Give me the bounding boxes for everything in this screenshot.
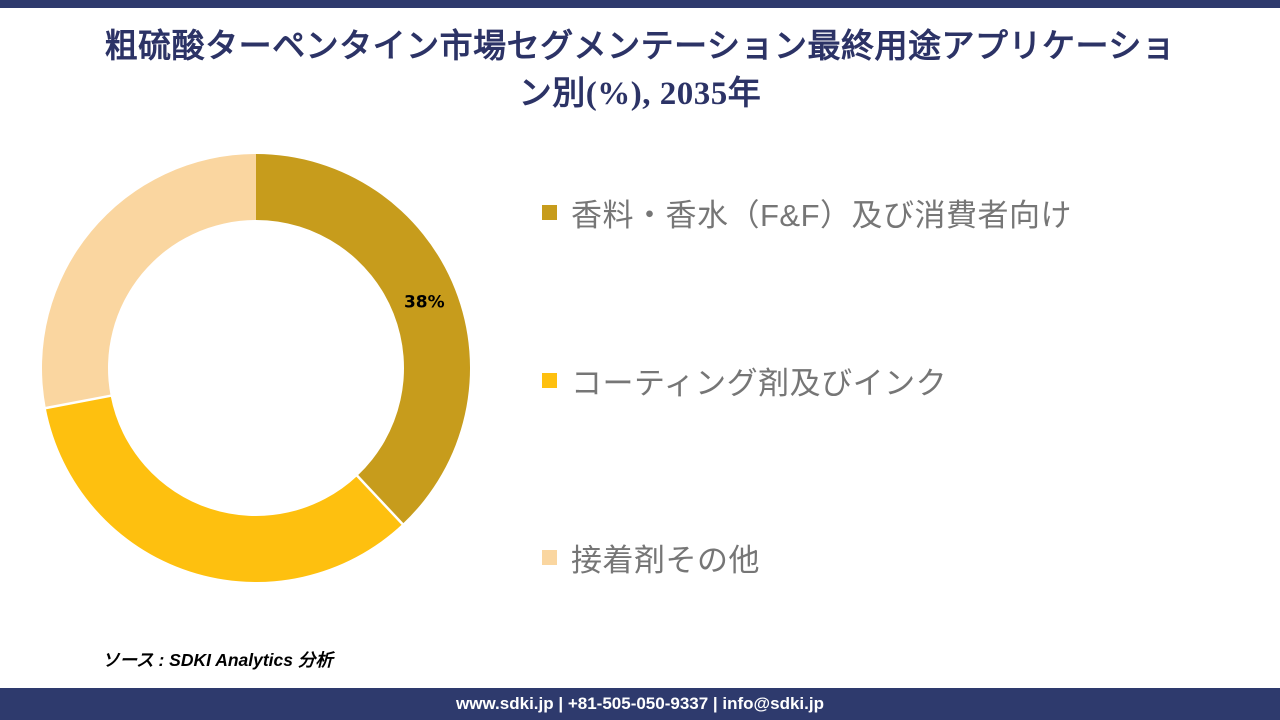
donut-segment (42, 154, 256, 409)
segment-separator (355, 474, 405, 526)
legend-swatch-icon (542, 549, 557, 565)
legend-label: コーティング剤及びインク (571, 365, 948, 401)
chart-title-line1: 粗硫酸ターペンタイン市場セグメンテーション最終用途アプリケーショ (104, 29, 1176, 65)
legend-swatch-icon (542, 372, 557, 388)
legend-label: 香料・香水（F&F）及び消費者向け (571, 197, 1073, 233)
legend-swatch-icon (542, 204, 557, 220)
segment-separator (44, 394, 112, 410)
legend-item-adhesives-others: 接着剤その他 (542, 535, 760, 579)
legend-item-fragrance-consumer: 香料・香水（F&F）及び消費者向け (542, 190, 1072, 234)
source-note: ソース : SDKI Analytics 分析 (102, 650, 333, 670)
legend-item-coatings-inks: コーティング剤及びインク (542, 358, 947, 402)
top-accent-bar (0, 0, 1280, 8)
donut-chart: 38% (42, 154, 470, 582)
donut-segment (45, 395, 403, 582)
donut-data-label: 38% (404, 292, 445, 312)
chart-title-line2: ン別(%), 2035年 (518, 76, 762, 112)
donut-segment (256, 154, 470, 524)
footer-contact-bar: www.sdki.jp | +81-505-050-9337 | info@sd… (0, 688, 1280, 720)
chart-title: 粗硫酸ターペンタイン市場セグメンテーション最終用途アプリケーショ ン別(%), … (0, 24, 1280, 118)
legend-label: 接着剤その他 (571, 542, 760, 578)
